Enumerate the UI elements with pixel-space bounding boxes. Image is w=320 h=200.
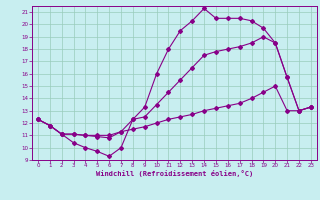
X-axis label: Windchill (Refroidissement éolien,°C): Windchill (Refroidissement éolien,°C) [96,170,253,177]
